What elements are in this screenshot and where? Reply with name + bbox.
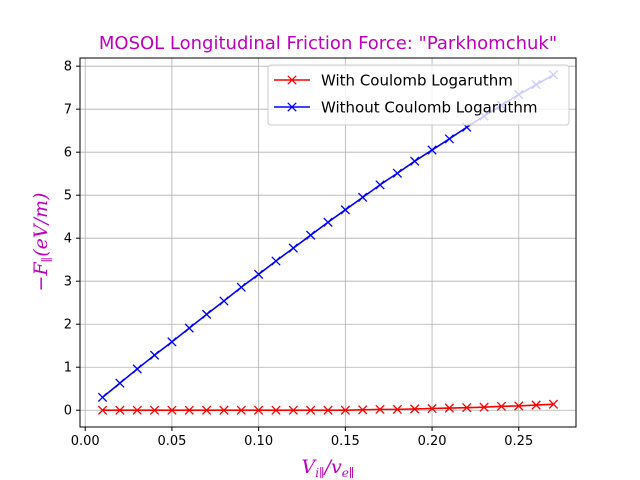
x-tick-label: 0.00 — [71, 434, 100, 449]
legend-label: Without Coulomb Logaruthm — [321, 99, 537, 117]
chart-title: MOSOL Longitudinal Friction Force: "Park… — [99, 33, 557, 54]
data-point — [236, 405, 246, 415]
plot-frame — [79, 57, 577, 428]
data-point — [427, 403, 437, 414]
data-point — [132, 405, 142, 415]
legend-label: With Coulomb Logaruthm — [321, 72, 513, 90]
data-point — [184, 405, 194, 415]
x-ticks: 0.00 0.05 0.10 0.15 0.20 0.25 — [71, 427, 533, 449]
y-tick-label: 5 — [64, 189, 72, 204]
data-point — [253, 269, 264, 279]
x-tick-label: 0.10 — [244, 434, 273, 449]
data-point — [340, 405, 351, 415]
x-tick-label: 0.25 — [504, 434, 533, 449]
data-point — [219, 296, 229, 306]
data-point — [410, 156, 420, 166]
data-point — [288, 243, 298, 253]
data-point — [375, 404, 385, 415]
y-tick-label: 6 — [64, 146, 72, 161]
data-point — [479, 402, 489, 412]
data-point — [444, 134, 455, 144]
legend: With Coulomb Logaruthm Without Coulomb Lo… — [267, 64, 570, 126]
y-axis-label: −F∥(eV/m) — [30, 193, 54, 292]
data-point — [271, 405, 281, 415]
data-point — [219, 405, 229, 415]
data-point — [496, 401, 507, 412]
data-point — [149, 350, 160, 360]
data-point — [305, 230, 316, 240]
y-tick-label: 4 — [64, 232, 72, 247]
data-point — [115, 405, 125, 415]
y-tick-label: 1 — [64, 361, 72, 376]
series-1 — [97, 399, 559, 415]
legend-entry: With Coulomb Logaruthm — [274, 72, 513, 90]
data-point — [444, 403, 455, 413]
x-tick-label: 0.05 — [157, 434, 186, 449]
data-point — [288, 405, 298, 415]
x-tick-label: 0.15 — [331, 434, 360, 449]
data-point — [149, 405, 160, 415]
data-point — [97, 392, 108, 402]
data-point — [132, 364, 142, 374]
data-point — [201, 309, 212, 319]
data-point — [167, 405, 177, 415]
data-point — [236, 282, 246, 292]
data-point — [271, 256, 281, 266]
data-point — [410, 404, 420, 414]
data-point — [427, 145, 437, 155]
data-point — [531, 400, 541, 410]
data-point — [201, 405, 212, 415]
y-ticks: 0 1 2 3 4 5 6 7 8 — [64, 60, 80, 419]
data-point — [548, 399, 559, 409]
data-point — [167, 337, 177, 347]
data-point — [184, 323, 194, 333]
data-point — [392, 404, 403, 415]
legend-marker — [287, 75, 297, 85]
data-point — [323, 405, 333, 415]
legend-entry: Without Coulomb Logaruthm — [274, 99, 537, 117]
data-point — [462, 402, 472, 413]
y-tick-label: 2 — [64, 318, 72, 333]
data-point — [375, 180, 385, 190]
data-point — [253, 405, 264, 415]
y-tick-label: 0 — [64, 404, 72, 419]
data-point — [305, 405, 316, 415]
x-tick-label: 0.20 — [418, 434, 447, 449]
data-point — [514, 401, 524, 411]
data-point — [358, 192, 368, 203]
y-tick-label: 3 — [64, 275, 72, 290]
y-tick-label: 7 — [64, 103, 72, 118]
x-axis-label: Vi∥/ve∥ — [302, 456, 355, 480]
data-point — [115, 378, 125, 388]
legend-marker — [287, 102, 297, 112]
data-point — [97, 405, 108, 415]
y-tick-label: 8 — [64, 60, 72, 75]
legend-box — [267, 64, 570, 126]
data-point — [358, 405, 368, 415]
data-point — [340, 205, 351, 215]
data-point — [392, 168, 403, 178]
data-point — [323, 217, 333, 227]
